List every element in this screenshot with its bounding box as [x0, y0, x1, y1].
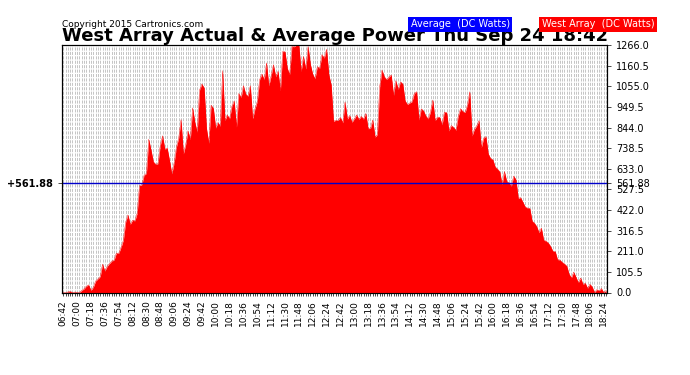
Title: West Array Actual & Average Power Thu Sep 24 18:42: West Array Actual & Average Power Thu Se… [61, 27, 608, 45]
Text: Copyright 2015 Cartronics.com: Copyright 2015 Cartronics.com [62, 20, 204, 29]
Text: Average  (DC Watts): Average (DC Watts) [411, 20, 510, 29]
Text: West Array  (DC Watts): West Array (DC Watts) [542, 20, 654, 29]
